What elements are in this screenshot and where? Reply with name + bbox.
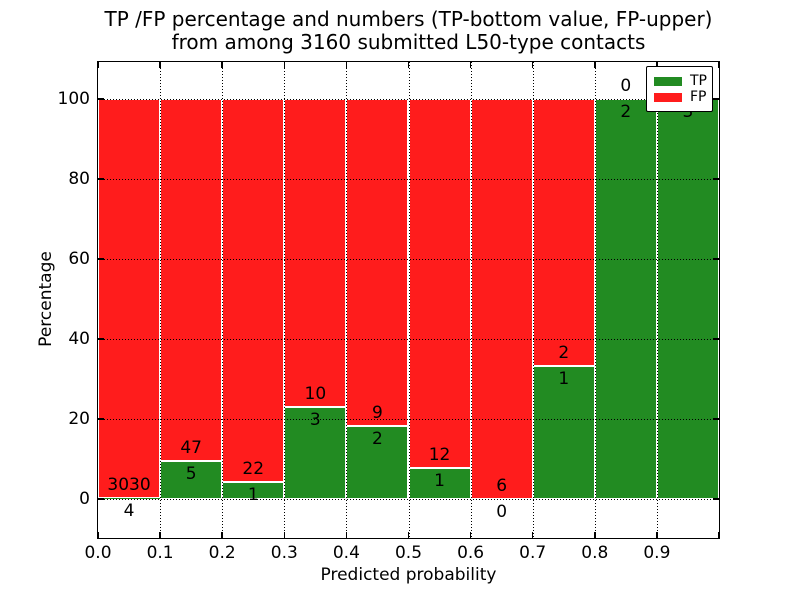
tick-mark: [159, 532, 161, 538]
tick-mark: [98, 498, 104, 500]
bar-segment-tp: [594, 99, 657, 499]
x-tick-label: 0.9: [643, 543, 671, 563]
tick-mark: [718, 532, 720, 538]
fp-count-label: 12: [428, 445, 451, 466]
fp-count-label: 3030: [107, 475, 151, 496]
tp-count-label: 2: [620, 102, 632, 122]
tick-mark: [283, 532, 286, 538]
tp-count-label: 1: [434, 471, 445, 492]
legend-label: FP: [690, 89, 707, 105]
chart-title-line2: from among 3160 submitted L50-type conta…: [171, 30, 646, 54]
bar-segment-fp: [98, 99, 161, 499]
tick-mark: [221, 532, 223, 538]
tick-mark: [98, 258, 104, 260]
tp-count-label: 5: [185, 463, 197, 484]
x-tick-label: 0.0: [84, 543, 112, 563]
tick-mark: [345, 62, 348, 68]
tick-mark: [98, 338, 104, 340]
tick-mark: [713, 178, 719, 180]
legend-entry: FP: [647, 89, 712, 105]
bar-segment-fp: [532, 99, 595, 366]
x-tick-label: 0.5: [394, 543, 423, 563]
tick-mark: [594, 62, 596, 68]
bar-segment-fp: [470, 99, 533, 499]
tick-mark: [594, 532, 596, 538]
y-tick-label: 60: [68, 248, 90, 269]
y-tick-label: 40: [68, 328, 90, 349]
tick-mark: [221, 62, 223, 68]
fp-count-label: 47: [180, 437, 202, 458]
h-gridline: [98, 499, 719, 500]
bar-segment-fp: [284, 99, 347, 407]
tp-count-label: 0: [496, 502, 508, 522]
x-tick-label: 0.2: [208, 543, 236, 563]
legend-entry: TP: [647, 73, 712, 89]
y-tick-label: 20: [68, 408, 90, 429]
tick-mark: [98, 98, 104, 100]
tick-mark: [345, 532, 348, 538]
tick-mark: [713, 338, 719, 340]
x-tick-label: 0.8: [581, 543, 609, 563]
tick-mark: [98, 418, 104, 420]
bar-segment-tp: [160, 460, 223, 499]
legend-swatch-tp: [654, 76, 682, 86]
tick-mark: [97, 532, 99, 538]
bar-segment-tp: [408, 468, 471, 499]
tick-mark: [531, 532, 534, 538]
bar-segment-tp: [98, 498, 161, 499]
fp-count-label: 9: [372, 403, 383, 424]
y-tick-label: 0: [79, 488, 90, 509]
x-tick-label: 0.7: [519, 543, 547, 563]
tick-mark: [713, 498, 719, 500]
bar-segment-fp: [346, 99, 409, 427]
tick-mark: [713, 98, 719, 100]
bar-segment-fp: [160, 99, 223, 461]
x-axis-label: Predicted probability: [320, 565, 497, 585]
legend-swatch-fp: [654, 92, 682, 102]
tp-count-label: 2: [372, 429, 383, 450]
fp-count-label: 0: [620, 76, 632, 96]
fp-count-label: 2: [558, 342, 570, 363]
tp-count-label: 4: [123, 501, 135, 522]
tp-count-label: 1: [247, 484, 259, 505]
chart-title-line1: TP /FP percentage and numbers (TP-bottom…: [104, 7, 713, 31]
tick-mark: [407, 532, 410, 538]
tick-mark: [283, 62, 286, 68]
fp-count-label: 10: [304, 383, 327, 404]
x-tick-label: 0.3: [270, 543, 298, 563]
tick-mark: [97, 62, 99, 68]
y-tick-label: 80: [68, 168, 90, 189]
chart-title: TP /FP percentage and numbers (TP-bottom…: [98, 8, 719, 54]
x-tick-label: 0.1: [146, 543, 174, 563]
legend-label: TP: [690, 73, 707, 89]
tick-mark: [469, 532, 472, 538]
tick-mark: [469, 62, 472, 68]
fp-count-label: 22: [242, 458, 265, 479]
tick-mark: [98, 178, 104, 180]
tp-count-label: 1: [558, 368, 570, 389]
tick-mark: [713, 418, 719, 420]
tick-mark: [713, 258, 719, 260]
x-tick-label: 0.6: [457, 543, 485, 563]
tick-mark: [531, 62, 534, 68]
tp-count-label: 3: [682, 102, 694, 122]
tick-mark: [718, 62, 720, 68]
legend: TP FP: [646, 66, 713, 112]
tick-mark: [656, 532, 658, 538]
tick-mark: [407, 62, 410, 68]
fp-count-label: 6: [496, 476, 508, 496]
tick-mark: [159, 62, 161, 68]
x-tick-label: 0.4: [332, 543, 360, 563]
bar-segment-tp: [656, 99, 719, 499]
y-tick-label: 100: [57, 88, 90, 109]
